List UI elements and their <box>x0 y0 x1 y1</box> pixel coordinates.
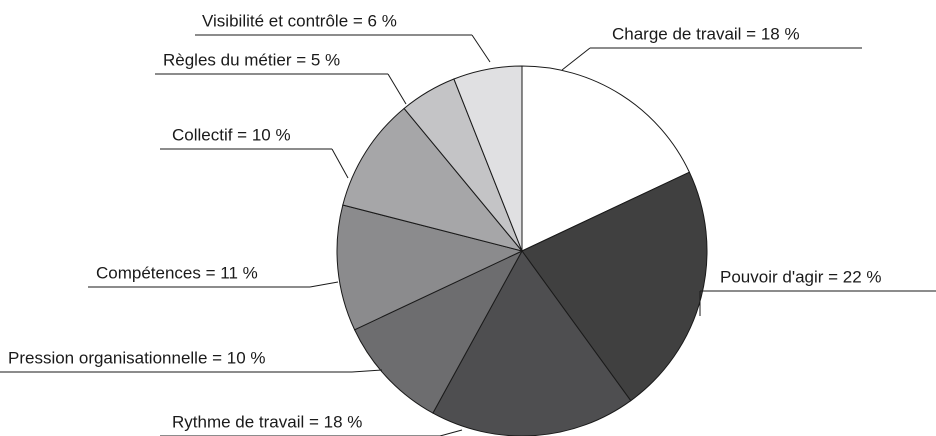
leader-line <box>387 73 407 105</box>
pie-slice <box>353 249 524 414</box>
slice-label: Compétences = 11 % <box>96 263 258 282</box>
slice-label: Collectif = 10 % <box>172 125 291 144</box>
slice-label: Visibilité et contrôle = 6 % <box>202 11 397 30</box>
pie-slice <box>521 171 708 402</box>
pie-slice <box>342 107 524 252</box>
slice-label: Rythme de travail = 18 % <box>172 412 362 431</box>
pie-slice <box>336 204 524 331</box>
slice-label: Règles du métier = 5 % <box>163 50 340 69</box>
leader-line <box>331 148 349 179</box>
leader-line <box>561 47 591 71</box>
pie-slice <box>521 65 691 252</box>
leader-line <box>351 369 383 373</box>
leader-line <box>309 281 339 288</box>
leader-line <box>439 429 463 436</box>
leader-line <box>471 34 491 63</box>
slice-label: Pression organisationnelle = 10 % <box>8 348 266 367</box>
slice-label: Charge de travail = 18 % <box>612 24 800 43</box>
slice-label: Pouvoir d'agir = 22 % <box>720 267 882 286</box>
pie-slice <box>453 65 523 252</box>
